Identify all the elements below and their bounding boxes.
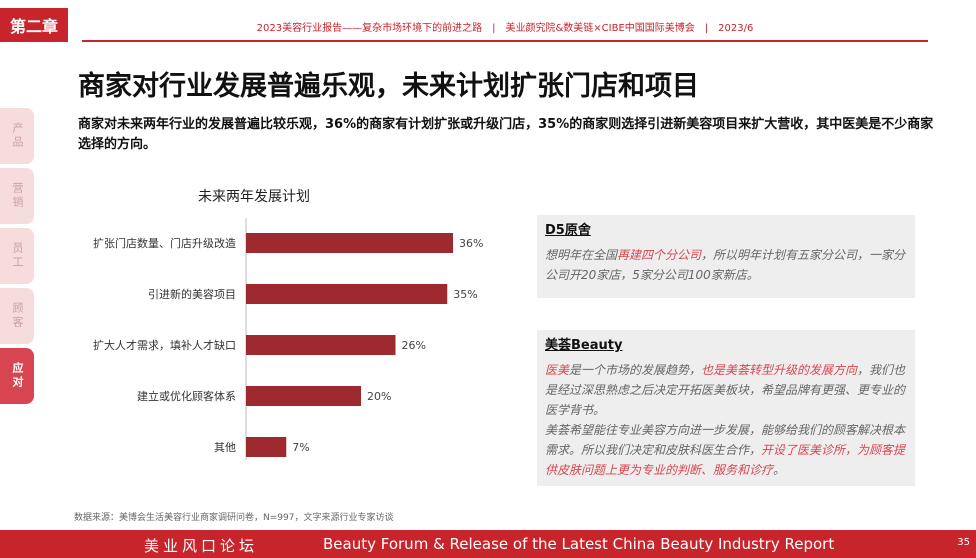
bar — [246, 233, 453, 253]
quote-body: 想明年在全国再建四个分公司，所以明年计划有五家分公司，一家分公司开20家店，5家… — [545, 245, 907, 285]
side-tab-marketing[interactable]: 营销 — [0, 168, 34, 224]
quote-highlight: 医美 — [545, 363, 570, 377]
quote-paragraph: 想明年在全国再建四个分公司，所以明年计划有五家分公司，一家分公司开20家店，5家… — [545, 245, 907, 285]
category-label: 扩张门店数量、门店升级改造 — [93, 236, 236, 250]
page-number: 35 — [957, 537, 970, 548]
footer-forum-name: 美业风口论坛 — [144, 537, 259, 555]
chart-title: 未来两年发展计划 — [198, 189, 310, 205]
quote-box-meihui: 美荟Beauty 医美是一个市场的发展趋势，也是美荟转型升级的发展方向，我们也是… — [537, 330, 915, 486]
page-title: 商家对行业发展普遍乐观，未来计划扩张门店和项目 — [78, 71, 699, 102]
quote-text: 想明年在全国 — [545, 248, 618, 262]
footer-report-name: Beauty Forum & Release of the Latest Chi… — [323, 535, 835, 553]
quote-text: 。 — [773, 463, 786, 477]
quote-text: 美荟希望能往专业美容方向进一步发展，能够给我们的顾客解决根本需求。所以我们决定和… — [545, 423, 906, 457]
chapter-badge: 第二章 — [0, 8, 68, 42]
side-tab-response[interactable]: 应对 — [0, 348, 34, 404]
bar — [246, 335, 396, 355]
quote-body: 医美是一个市场的发展趋势，也是美荟转型升级的发展方向，我们也是经过深思熟虑之后决… — [545, 360, 907, 480]
quote-text: ，所以明年计划有五家分公司，一家分公司开20家店，5家分公司100家新店。 — [545, 248, 906, 282]
bar — [246, 386, 361, 406]
quote-highlight: 开设了医美诊所，为顾客提供皮肤问题上更为专业的判断、服务和诊疗 — [545, 443, 906, 477]
category-label: 其他 — [214, 441, 236, 454]
value-label: 35% — [453, 288, 477, 301]
footer-bar: 美业风口论坛 Beauty Forum & Release of the Lat… — [0, 530, 976, 558]
quote-box-d5: D5原舍 想明年在全国再建四个分公司，所以明年计划有五家分公司，一家分公司开20… — [537, 215, 915, 298]
report-header: 2023美容行业报告——复杂市场环境下的前进之路 | 美业颜究院&数美链×CIB… — [82, 18, 928, 42]
quote-highlight: 再建四个分公司 — [617, 248, 702, 262]
category-label: 建立或优化顾客体系 — [137, 389, 236, 403]
bar — [246, 284, 448, 304]
quote-text: 是一个市场的发展趋势， — [569, 363, 702, 377]
quote-paragraph: 美荟希望能往专业美容方向进一步发展，能够给我们的顾客解决根本需求。所以我们决定和… — [545, 420, 907, 480]
value-label: 7% — [292, 441, 309, 454]
category-label: 扩大人才需求，填补人才缺口 — [93, 338, 236, 352]
quote-title: 美荟Beauty — [545, 338, 623, 353]
value-label: 20% — [367, 390, 391, 403]
quote-text: ，我们也是经过深思熟虑之后决定开拓医美板块，希望品牌有更强、更专业的医学背书。 — [545, 363, 906, 417]
page-subtitle: 商家对未来两年行业的发展普遍比较乐观，36%的商家有计划扩张或升级门店，35%的… — [78, 117, 934, 152]
side-tab-staff[interactable]: 员工 — [0, 228, 34, 284]
quote-title: D5原舍 — [545, 223, 591, 238]
value-label: 26% — [402, 339, 426, 352]
side-tab-customer[interactable]: 顾客 — [0, 288, 34, 344]
bar — [246, 437, 287, 457]
data-source-note: 数据来源：美博会生活美容行业商家调研问卷，N=997，文字来源行业专家访谈 — [74, 513, 394, 523]
side-tab-product[interactable]: 产品 — [0, 108, 34, 164]
bar-chart: 扩张门店数量、门店升级改造 36% 引进新的美容项目 35% 扩大人才需求，填补人才缺口… — [93, 218, 483, 460]
category-label: 引进新的美容项目 — [148, 287, 236, 301]
quote-paragraph: 医美是一个市场的发展趋势，也是美荟转型升级的发展方向，我们也是经过深思熟虑之后决… — [545, 360, 907, 420]
quote-highlight: 也是美荟转型升级的发展方向 — [701, 363, 858, 377]
value-label: 36% — [459, 237, 483, 250]
